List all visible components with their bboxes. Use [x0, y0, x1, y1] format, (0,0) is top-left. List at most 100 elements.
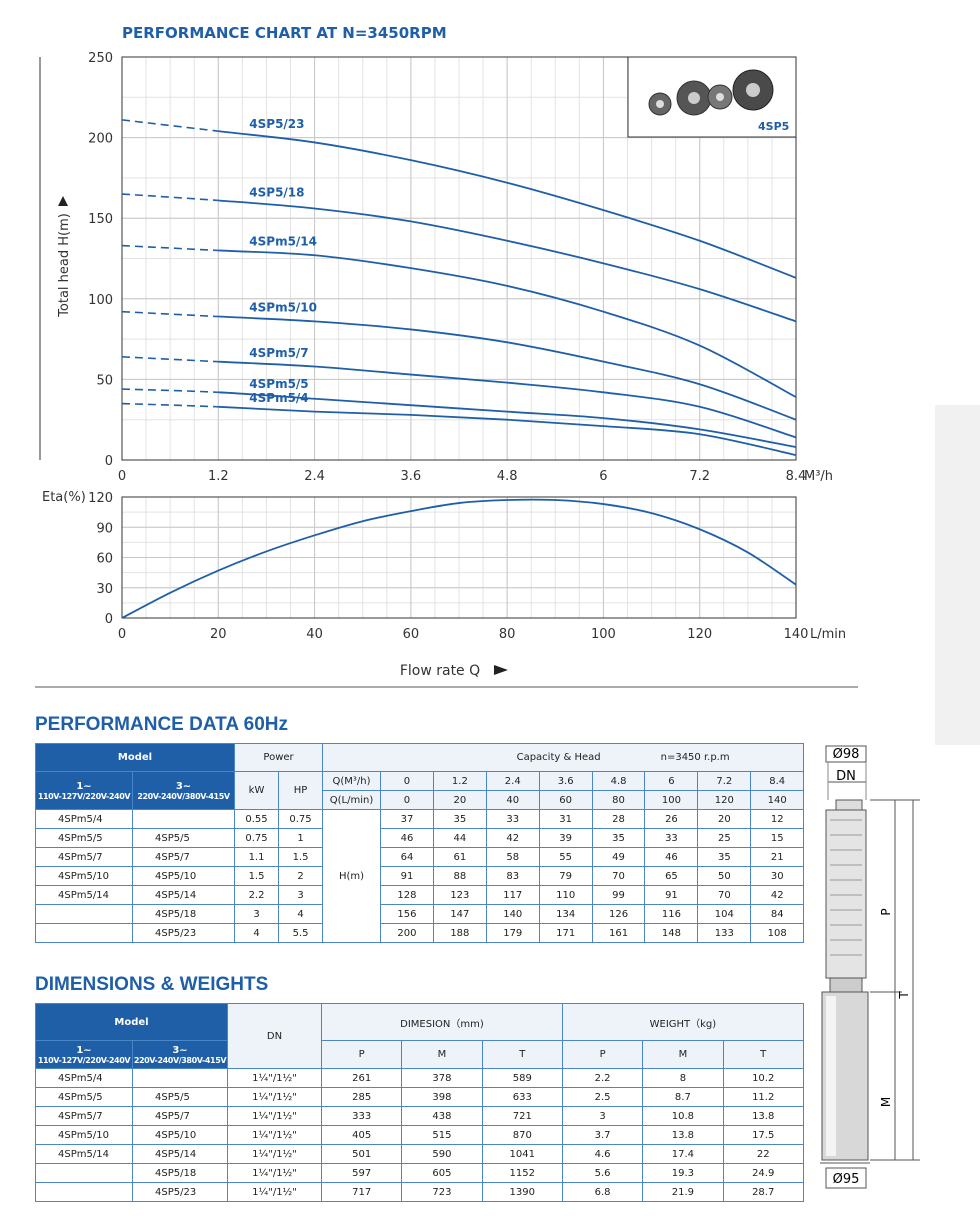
header-cell: kW: [234, 771, 280, 810]
table-cell: 21.9: [642, 1182, 724, 1202]
curve-dashed: [121, 402, 219, 408]
dimension-label: DN: [836, 769, 856, 784]
table-cell: 1¼"/1½": [227, 1087, 323, 1107]
x-tick-label: 60: [403, 627, 420, 642]
impeller-hub: [656, 100, 664, 108]
section-title: DIMENSIONS & WEIGHTS: [35, 974, 269, 995]
table-cell: 26: [644, 809, 699, 829]
table-cell: 590: [401, 1144, 483, 1164]
y-tick-label: 120: [88, 491, 113, 506]
table-cell: 1¼"/1½": [227, 1106, 323, 1126]
table-cell: 20: [697, 809, 752, 829]
header-cell: 40: [485, 790, 540, 810]
header-cell: 100: [644, 790, 699, 810]
table-cell: 1¼"/1½": [227, 1125, 323, 1145]
table-cell: 10.8: [642, 1106, 724, 1126]
pump-outlet: [835, 799, 863, 811]
motor-highlight: [826, 996, 836, 1156]
table-cell: 11.2: [722, 1087, 804, 1107]
header-cell: 4.8: [591, 771, 646, 791]
table-cell: 61: [432, 847, 487, 867]
table-cell: 605: [401, 1163, 483, 1183]
table-cell: 79: [538, 866, 593, 886]
table-cell: 28.7: [722, 1182, 804, 1202]
header-text: 220V-240V/380V-415V: [133, 1055, 227, 1065]
table-cell: 3: [278, 885, 324, 905]
table-cell: [35, 904, 133, 924]
header-cell: 3~ 220V-240V/380V-415V: [131, 771, 236, 810]
table-cell: 17.5: [722, 1125, 804, 1145]
header-cell: 8.4: [750, 771, 805, 791]
header-text: 3~: [175, 780, 192, 792]
table-cell: 2.2: [561, 1068, 644, 1088]
header-text: 110V-127V/220V-240V: [37, 791, 131, 801]
header-cell: 60: [538, 790, 593, 810]
table-cell: 4SPm5/5: [35, 1087, 133, 1107]
table-cell: 1390: [481, 1182, 563, 1202]
table-cell: 35: [432, 809, 487, 829]
x-tick-label: 20: [210, 627, 227, 642]
table-cell: 1¼"/1½": [227, 1163, 323, 1183]
table-cell: 4SPm5/10: [35, 1125, 133, 1145]
header-cell: Model: [34, 1003, 229, 1041]
dimension-label: T: [897, 991, 911, 1000]
table-cell: 261: [321, 1068, 403, 1088]
table-cell: 70: [591, 866, 646, 886]
section-title: PERFORMANCE DATA 60Hz: [35, 714, 288, 735]
curve: [218, 405, 797, 457]
table-cell: 4SP5/7: [131, 847, 236, 867]
table-cell: 4SPm5/5: [35, 828, 133, 848]
table-cell: 4SP5/10: [131, 866, 236, 886]
element: 1~ 110V-127V/220V-240V 3~ 220V-240V/380V-4…: [35, 1040, 804, 1069]
curve-label: 4SP5/23: [249, 117, 304, 131]
pump-stages: [830, 819, 862, 956]
table-cell: 1¼"/1½": [227, 1068, 323, 1088]
table-cell: 25: [697, 828, 752, 848]
table-row: 4SP5/18 3 4 156 147 140 134 126 116 104 84: [35, 904, 805, 924]
header-cell: HP: [278, 771, 324, 810]
table-cell: 128: [380, 885, 434, 905]
table-cell: 46: [380, 828, 434, 848]
impeller-hub: [688, 92, 700, 104]
x-axis-label: Flow rate Q: [400, 663, 480, 679]
row-label: H(m): [322, 809, 382, 943]
table-cell: 108: [750, 923, 805, 943]
performance-table: Model Power Capacity & Head n=3450 r.p.m …: [34, 743, 805, 943]
header-text: 1~: [76, 1044, 92, 1056]
table-cell: 3: [561, 1106, 644, 1126]
side-bar: [935, 405, 980, 745]
table-cell: 1041: [481, 1144, 563, 1164]
table-row: 4SPm5/7 4SP5/7 1.1 1.5 64 61 58 55 49 46 35 21: [35, 847, 805, 867]
table-cell: [131, 809, 236, 829]
header-cell: 3.6: [538, 771, 593, 791]
curve-dashed: [121, 310, 219, 318]
pump-drawing: Ø98 DN Ø95 P T M: [820, 745, 920, 1189]
curve: [218, 130, 797, 279]
header-cell: M: [401, 1040, 483, 1069]
table-cell: 4SP5/7: [131, 1106, 229, 1126]
pump-intake: [829, 977, 863, 993]
table-cell: 65: [644, 866, 699, 886]
curve-dashed: [121, 356, 219, 363]
curve: [218, 249, 797, 398]
label-box: [825, 745, 867, 763]
table-row: 4SPm5/4 1¼"/1½" 261 378 589 2.2 8 10.2: [35, 1068, 804, 1088]
header-cell: M: [642, 1040, 724, 1069]
table-cell: 83: [485, 866, 540, 886]
curve-label: 4SPm5/7: [249, 346, 308, 360]
table-cell: 4SPm5/7: [35, 1106, 133, 1126]
table-cell: [35, 1163, 133, 1183]
table-cell: 49: [591, 847, 646, 867]
curve: [218, 360, 797, 439]
table-cell: 33: [485, 809, 540, 829]
table-cell: 1.1: [234, 847, 280, 867]
header-cell: T: [722, 1040, 804, 1069]
table-cell: 31: [538, 809, 593, 829]
table-cell: 4SPm5/7: [35, 847, 133, 867]
chart-1: 0 30 60 90 120 0 20 40 60 80 100 120 140 L/min Eta(%) F…: [42, 490, 846, 679]
header-cell: Q(M³/h): [322, 771, 382, 791]
element: Model DN DIMESION（mm) WEIGHT（kg) 1~ 110V-…: [34, 1003, 804, 1069]
plot-frame: [121, 496, 797, 619]
y-tick-label: 100: [88, 293, 113, 308]
